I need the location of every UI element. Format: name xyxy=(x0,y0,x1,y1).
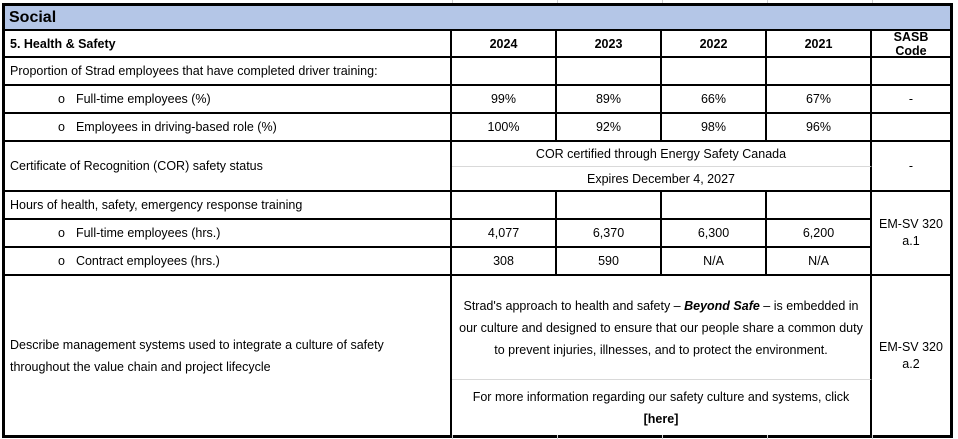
training-hours-label: Hours of health, safety, emergency respo… xyxy=(5,192,452,220)
management-para-pre: Strad's approach to health and safety – xyxy=(463,298,685,313)
empty-cell xyxy=(557,192,662,220)
gridline-tick xyxy=(872,435,873,439)
fulltime-pct-sasb: - xyxy=(872,86,950,114)
fulltime-pct-label-cell: o Full-time employees (%) xyxy=(5,86,452,114)
here-link[interactable]: [here] xyxy=(643,411,679,426)
gridline-tick xyxy=(557,435,558,439)
empty-cell xyxy=(662,192,767,220)
fulltime-hrs-2024: 4,077 xyxy=(452,220,557,248)
cor-status-line1: COR certified through Energy Safety Cana… xyxy=(452,142,872,167)
year-header-2023: 2023 xyxy=(557,31,662,58)
contract-hrs-2024: 308 xyxy=(452,248,557,276)
gridline-tick xyxy=(767,0,768,3)
gridline-tick xyxy=(662,0,663,3)
management-sasb: EM-SV 320 a.2 xyxy=(879,339,943,371)
gridline-tick xyxy=(452,0,453,3)
fulltime-hrs-label-cell: o Full-time employees (hrs.) xyxy=(5,220,452,248)
fulltime-hrs-label: Full-time employees (hrs.) xyxy=(75,226,221,240)
management-para-post: – is embedded in our culture and designe… xyxy=(459,298,863,357)
driving-pct-sasb xyxy=(872,114,950,142)
health-safety-table: Social 5. Health & Safety 2024 2023 2022… xyxy=(2,3,953,438)
fulltime-hrs-2023: 6,370 xyxy=(557,220,662,248)
driving-pct-2024: 100% xyxy=(452,114,557,142)
gridline-tick xyxy=(767,435,768,439)
empty-cell xyxy=(452,58,557,86)
sasb-code-header: SASB Code xyxy=(872,31,950,58)
more-info-text: For more information regarding our safet… xyxy=(472,389,850,404)
cor-status-line2: Expires December 4, 2027 xyxy=(452,167,872,192)
fulltime-pct-label: Full-time employees (%) xyxy=(75,92,211,106)
gridline-tick xyxy=(662,435,663,439)
gridline-tick xyxy=(557,0,558,3)
beyond-safe-emphasis: Beyond Safe xyxy=(684,298,760,313)
empty-cell xyxy=(767,192,872,220)
fulltime-pct-2023: 89% xyxy=(557,86,662,114)
year-header-2022: 2022 xyxy=(662,31,767,58)
list-bullet: o xyxy=(58,226,65,240)
social-section-header: Social xyxy=(5,6,950,31)
driving-pct-2023: 92% xyxy=(557,114,662,142)
training-hours-sasb: EM-SV 320 a.1 xyxy=(872,192,950,276)
contract-hrs-2023: 590 xyxy=(557,248,662,276)
fulltime-hrs-2022: 6,300 xyxy=(662,220,767,248)
empty-cell xyxy=(767,58,872,86)
year-header-2024: 2024 xyxy=(452,31,557,58)
fulltime-pct-2022: 66% xyxy=(662,86,767,114)
social-title: Social xyxy=(9,8,57,26)
section-title: 5. Health & Safety xyxy=(5,31,452,58)
contract-hrs-2021: N/A xyxy=(767,248,872,276)
empty-cell xyxy=(872,58,950,86)
management-systems-label: Describe management systems used to inte… xyxy=(5,276,452,435)
more-info-paragraph: For more information regarding our safet… xyxy=(452,380,872,435)
cor-status-label: Certificate of Recognition (COR) safety … xyxy=(5,142,452,192)
list-bullet: o xyxy=(58,92,65,106)
fulltime-pct-2021: 67% xyxy=(767,86,872,114)
contract-hrs-2022: N/A xyxy=(662,248,767,276)
gridline-tick xyxy=(872,0,873,3)
gridline-tick xyxy=(452,435,453,439)
driving-pct-label: Employees in driving-based role (%) xyxy=(75,120,277,134)
fulltime-hrs-2021: 6,200 xyxy=(767,220,872,248)
cor-sasb: - xyxy=(872,142,950,192)
driving-pct-2021: 96% xyxy=(767,114,872,142)
driver-training-label: Proportion of Strad employees that have … xyxy=(5,58,452,86)
management-systems-paragraph: Strad's approach to health and safety – … xyxy=(452,276,872,380)
list-bullet: o xyxy=(58,120,65,134)
fulltime-pct-2024: 99% xyxy=(452,86,557,114)
contract-hrs-label-cell: o Contract employees (hrs.) xyxy=(5,248,452,276)
contract-hrs-label: Contract employees (hrs.) xyxy=(75,254,220,268)
empty-cell xyxy=(557,58,662,86)
driving-pct-2022: 98% xyxy=(662,114,767,142)
empty-cell xyxy=(662,58,767,86)
year-header-2021: 2021 xyxy=(767,31,872,58)
driving-pct-label-cell: o Employees in driving-based role (%) xyxy=(5,114,452,142)
list-bullet: o xyxy=(58,254,65,268)
empty-cell xyxy=(452,192,557,220)
